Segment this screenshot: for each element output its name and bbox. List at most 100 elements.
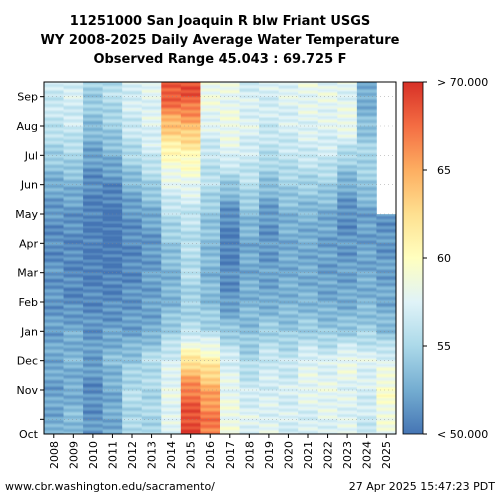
- heatmap-cell: [278, 119, 299, 121]
- heatmap-cell: [102, 196, 123, 199]
- heatmap-cell: [161, 90, 182, 92]
- heatmap-cell: [298, 391, 319, 393]
- heatmap-cell: [122, 384, 143, 387]
- heatmap-cell: [122, 323, 143, 325]
- heatmap-cell: [259, 207, 279, 209]
- heatmap-cell: [220, 194, 240, 197]
- heatmap-cell: [161, 187, 182, 189]
- heatmap-cell: [161, 163, 182, 165]
- heatmap-cell: [200, 399, 221, 401]
- heatmap-cell: [259, 127, 279, 129]
- heatmap-cell: [200, 82, 221, 85]
- heatmap-cell: [200, 329, 221, 332]
- heatmap-cell: [259, 208, 279, 210]
- heatmap-cell: [220, 423, 240, 425]
- heatmap-cell: [259, 356, 279, 359]
- heatmap-cell: [161, 321, 182, 323]
- heatmap-cell: [161, 231, 182, 233]
- heatmap-cell: [259, 84, 279, 87]
- heatmap-cell: [161, 213, 182, 215]
- heatmap-cell: [83, 142, 103, 145]
- heatmap-cell: [220, 392, 240, 394]
- heatmap-cell: [278, 395, 299, 397]
- heatmap-cell: [102, 335, 123, 337]
- heatmap-cell: [122, 419, 143, 421]
- heatmap-cell: [63, 223, 84, 226]
- heatmap-cell: [122, 246, 143, 249]
- heatmap-cell: [63, 154, 84, 156]
- heatmap-cell: [63, 112, 84, 115]
- heatmap-cell: [63, 392, 84, 394]
- heatmap-cell: [83, 149, 103, 151]
- heatmap-cell: [161, 131, 182, 133]
- heatmap-cell: [180, 293, 201, 295]
- heatmap-cell: [102, 387, 123, 390]
- heatmap-cell: [122, 140, 143, 143]
- heatmap-cell: [220, 110, 240, 113]
- heatmap-cell: [102, 163, 123, 166]
- heatmap-cell: [44, 242, 64, 244]
- heatmap-cell: [278, 340, 299, 342]
- heatmap-cell: [161, 159, 182, 161]
- heatmap-cell: [239, 154, 260, 156]
- heatmap-cell: [122, 217, 143, 220]
- heatmap-cell: [278, 362, 299, 364]
- heatmap-cell: [161, 311, 182, 313]
- heatmap-cell: [141, 232, 162, 234]
- heatmap-cell: [63, 367, 84, 369]
- heatmap-cell: [220, 245, 240, 248]
- heatmap-cell: [161, 415, 182, 417]
- heatmap-cell: [180, 175, 201, 177]
- heatmap-cell: [102, 89, 123, 92]
- heatmap-cell: [161, 279, 182, 282]
- heatmap-cell: [122, 178, 143, 180]
- heatmap-cell: [298, 407, 319, 409]
- heatmap-cell: [161, 171, 182, 173]
- heatmap-cell: [180, 208, 201, 210]
- heatmap-cell: [239, 260, 260, 262]
- heatmap-cell: [278, 112, 299, 115]
- heatmap-cell: [44, 290, 64, 292]
- heatmap-cell: [278, 278, 299, 281]
- heatmap-cell: [44, 431, 64, 433]
- heatmap-cell: [180, 185, 201, 187]
- heatmap-cell: [200, 410, 221, 413]
- heatmap-cell: [102, 91, 123, 93]
- heatmap-cell: [83, 239, 103, 241]
- heatmap-cell: [161, 289, 182, 291]
- heatmap-cell: [141, 194, 162, 197]
- heatmap-cell: [259, 294, 279, 296]
- heatmap-cell: [161, 368, 182, 370]
- heatmap-cell: [102, 256, 123, 258]
- heatmap-cell: [141, 399, 162, 401]
- heatmap-cell: [200, 181, 221, 183]
- heatmap-cell: [141, 183, 162, 185]
- heatmap-cell: [83, 96, 103, 98]
- heatmap-cell: [141, 134, 162, 136]
- heatmap-cell: [102, 261, 123, 263]
- heatmap-cell: [102, 117, 123, 119]
- heatmap-cell: [220, 291, 240, 293]
- heatmap-cell: [220, 431, 240, 433]
- heatmap-cell: [220, 384, 240, 387]
- heatmap-cell: [239, 402, 260, 404]
- heatmap-cell: [200, 316, 221, 318]
- heatmap-cell: [141, 325, 162, 328]
- heatmap-cell: [220, 86, 240, 89]
- heatmap-cell: [180, 165, 201, 168]
- heatmap-cell: [141, 334, 162, 336]
- heatmap-cell: [220, 177, 240, 179]
- heatmap-cell: [298, 258, 319, 260]
- heatmap-cell: [141, 110, 162, 113]
- heatmap-cell: [44, 195, 64, 198]
- heatmap-cell: [102, 224, 123, 227]
- heatmap-cell: [200, 84, 221, 87]
- heatmap-cell: [200, 370, 221, 372]
- heatmap-cell: [44, 147, 64, 149]
- heatmap-cell: [63, 169, 84, 172]
- heatmap-cell: [180, 274, 201, 277]
- heatmap-cell: [180, 249, 201, 252]
- heatmap-cell: [44, 203, 64, 205]
- heatmap-cell: [63, 402, 84, 404]
- heatmap-cell: [83, 213, 103, 215]
